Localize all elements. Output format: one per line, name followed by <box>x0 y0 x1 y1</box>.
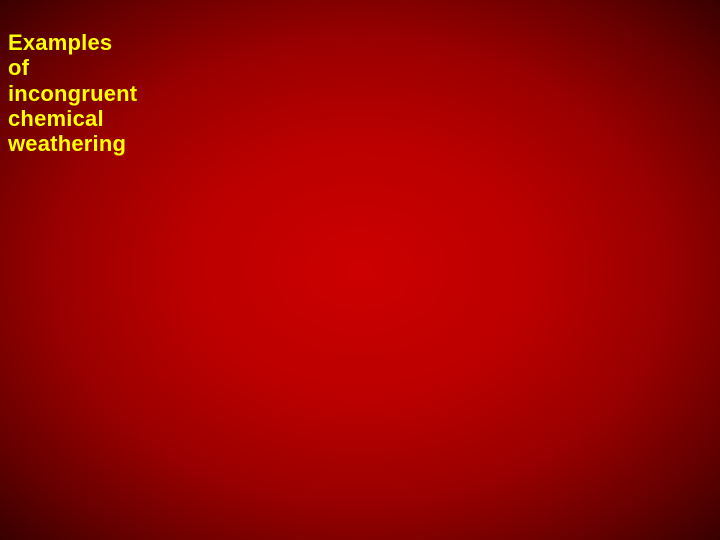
slide: Examples of incongruent chemical weather… <box>0 0 720 540</box>
title-line: weathering <box>8 131 137 156</box>
title-line: chemical <box>8 106 137 131</box>
title-line: incongruent <box>8 81 137 106</box>
slide-title: Examples of incongruent chemical weather… <box>8 30 137 156</box>
title-line: Examples <box>8 30 137 55</box>
title-line: of <box>8 55 137 80</box>
